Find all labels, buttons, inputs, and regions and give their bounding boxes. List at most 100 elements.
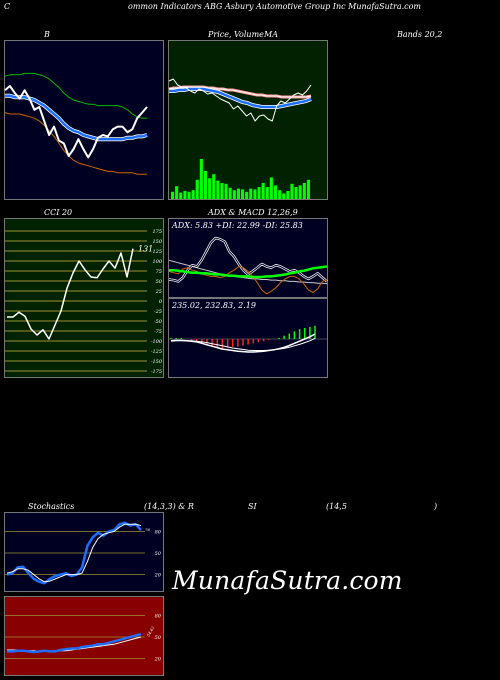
rsi-tick-label: 80 xyxy=(155,613,162,619)
stochastics-panel: 80 50 20 76 xyxy=(4,512,164,592)
cci-tick-label: 75 xyxy=(156,269,162,275)
volume-bar xyxy=(253,189,257,199)
cci-line xyxy=(7,248,134,340)
adx-panel xyxy=(168,218,328,298)
label-adx: ADX & MACD 12,26,9 xyxy=(208,208,298,217)
volume-bar xyxy=(220,183,224,199)
cci-tick-label: 100 xyxy=(152,259,162,265)
volume-bar xyxy=(241,189,245,199)
volume-bar xyxy=(286,191,290,199)
cci-tick-label: -75 xyxy=(154,329,162,335)
ma-long-line xyxy=(169,87,312,109)
stochastics-chart: 80 50 20 76 xyxy=(5,521,162,585)
label-ma: MA xyxy=(264,30,278,39)
volume-bar xyxy=(302,183,306,199)
volume-bar xyxy=(232,190,236,199)
cci-tick-label: -25 xyxy=(154,309,162,315)
volume-bar xyxy=(245,191,249,199)
minus-di-line xyxy=(168,266,328,295)
price-volume-chart xyxy=(168,78,312,199)
rsi-chart: 80 50 20 54.61 xyxy=(5,613,162,663)
rsi-tick-label: 50 xyxy=(155,635,162,641)
price-volume-panel xyxy=(168,40,328,200)
stoch-tick-label: 50 xyxy=(155,551,162,557)
cci-tick-label: 175 xyxy=(152,229,162,235)
cci-tick-label: -150 xyxy=(151,359,163,365)
volume-bar xyxy=(269,177,273,199)
label-bands: Bands 20,2 xyxy=(397,30,443,39)
stoch-tick-label: 80 xyxy=(155,529,162,535)
volume-bar xyxy=(175,186,179,199)
cci-tick-label: 0 xyxy=(159,299,163,305)
bollinger-chart xyxy=(4,72,148,175)
macd-panel xyxy=(168,298,328,378)
bollinger-price-line xyxy=(4,85,148,159)
cci-last-value: 131 xyxy=(138,245,153,254)
rsi-last-value: 54.61 xyxy=(146,625,156,637)
cci-tick-label: 125 xyxy=(152,249,162,255)
volume-bar xyxy=(257,187,261,199)
macd-values: 235.02, 232.83, 2.19 xyxy=(172,301,256,310)
plus-di-line xyxy=(168,237,328,282)
bollinger-upper-line xyxy=(4,72,147,119)
volume-bar xyxy=(224,183,228,199)
adx-price-line xyxy=(169,265,328,279)
stoch-d-line xyxy=(6,523,142,583)
volume-bar xyxy=(265,187,269,199)
volume-bar xyxy=(191,190,195,199)
stoch-k-line xyxy=(6,521,142,585)
volume-bar xyxy=(290,183,294,199)
volume-bar xyxy=(294,187,298,199)
label-b: B xyxy=(44,30,50,39)
macd-line xyxy=(170,333,316,353)
volume-bar xyxy=(216,180,220,199)
cci-tick-label: 25 xyxy=(155,289,162,295)
cci-tick-label: -125 xyxy=(151,349,162,355)
label-volume: Volume xyxy=(234,30,264,39)
volume-bar xyxy=(212,174,216,199)
adx-values: ADX: 5.83 +DI: 22.99 -DI: 25.83 xyxy=(172,221,303,230)
cci-tick-label: 50 xyxy=(156,279,163,285)
volume-bar xyxy=(278,190,282,199)
volume-bar xyxy=(273,185,277,199)
header-c: C xyxy=(4,2,11,11)
macd-chart xyxy=(169,325,327,353)
volume-bar xyxy=(187,191,191,199)
volume-bar xyxy=(203,171,207,199)
label-si: SI xyxy=(248,502,257,511)
label-si-params: (14,5 xyxy=(326,502,347,511)
bollinger-middle-line xyxy=(5,94,148,141)
label-stoch: Stochastics xyxy=(28,502,75,511)
volume-bar xyxy=(228,187,232,199)
volume-bar xyxy=(249,188,253,199)
watermark: MunafaSutra.com xyxy=(172,566,403,595)
label-price: Price, xyxy=(208,30,232,39)
label-cci: CCI 20 xyxy=(44,208,73,217)
adx-chart xyxy=(168,236,328,295)
label-stoch-params: (14,3,3) & R xyxy=(144,502,194,511)
volume-bar xyxy=(208,178,212,199)
cci-tick-label: -100 xyxy=(151,339,163,345)
cci-chart: 175 150 125 100 75 50 25 0 -25 -50 -75 -100 -125 -150… xyxy=(5,229,163,375)
volume-bar xyxy=(195,179,199,199)
volume-bar xyxy=(298,185,302,199)
label-si-close: ) xyxy=(434,502,438,511)
cci-tick-label: 150 xyxy=(152,239,162,245)
stoch-last-value: 76 xyxy=(145,527,151,532)
volume-bar xyxy=(261,183,265,199)
rsi-panel: 80 50 20 54.61 xyxy=(4,596,164,676)
volume-bar xyxy=(183,191,187,199)
volume-bar xyxy=(199,159,203,199)
volume-bar xyxy=(236,188,240,199)
volume-bar xyxy=(282,193,286,199)
bollinger-panel xyxy=(4,40,164,200)
stoch-tick-label: 20 xyxy=(154,573,162,579)
cci-panel: 175 150 125 100 75 50 25 0 -25 -50 -75 -100 -125 -150… xyxy=(4,218,164,378)
pv-price-line xyxy=(168,78,312,122)
volume-bar xyxy=(179,192,183,199)
rsi-line xyxy=(7,632,142,654)
rsi-tick-label: 20 xyxy=(154,657,162,663)
page-title: ommon Indicators ABG Asbury Automotive G… xyxy=(128,2,422,11)
volume-bar xyxy=(171,191,175,199)
bollinger-lower-line xyxy=(4,112,147,175)
